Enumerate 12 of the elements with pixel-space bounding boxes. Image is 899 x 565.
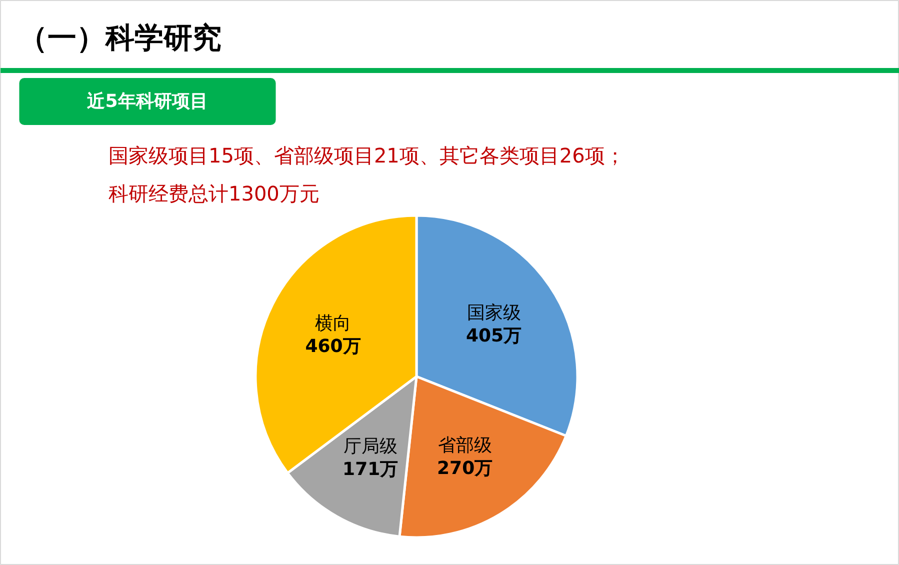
chart-subtitle: 近5年科研项目 [86,91,208,112]
data-label: 171万 [342,459,398,480]
slice-label: 横向 [315,313,352,334]
slice-label: 省部级 [438,434,492,456]
slice-label: 厅局级 [343,436,398,458]
chart-title: （一）科学研究 [18,20,222,54]
text: 科研经费总计1300万元 [108,182,320,206]
data-label: 270万 [437,458,493,479]
text: 国家级项目15项、省部级项目21项、其它各类项目26项； [108,144,625,168]
data-label: 405万 [466,326,522,347]
data-label: 460万 [305,336,361,358]
slice-label: 国家级 [466,302,521,324]
